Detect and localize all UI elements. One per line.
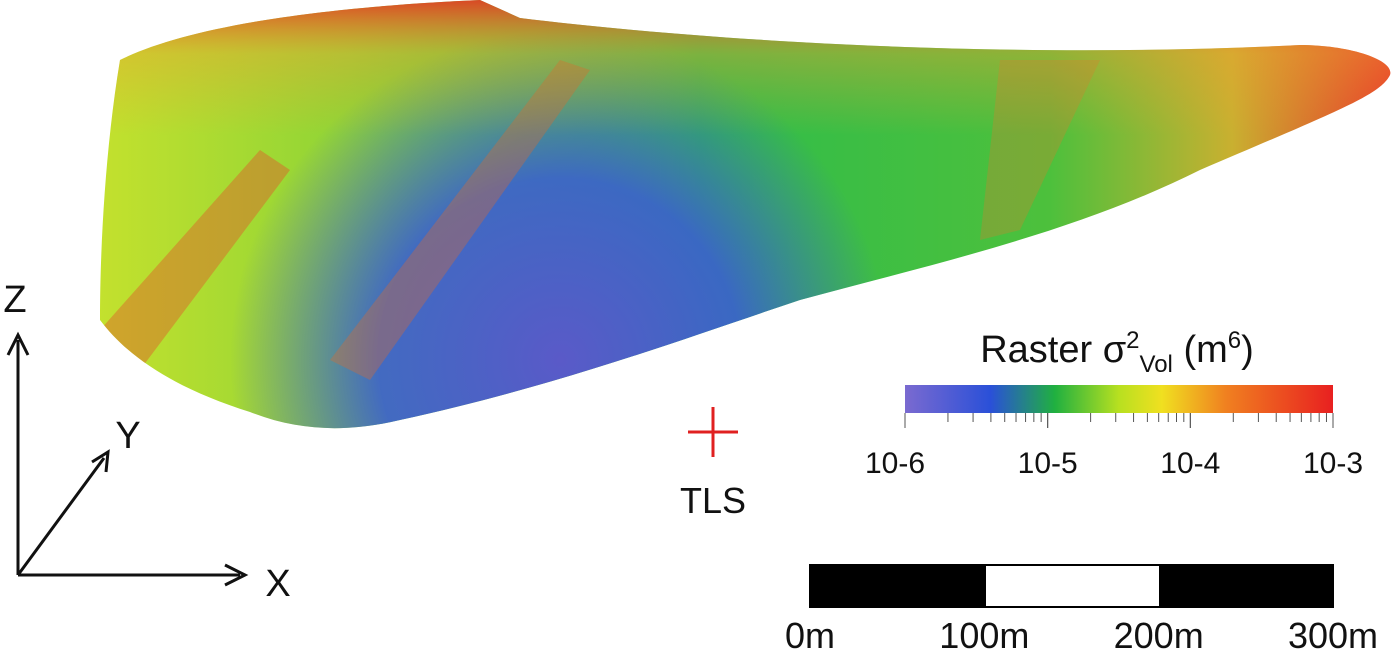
- x-label: X: [265, 563, 290, 605]
- landslide-raster: [100, 0, 1391, 429]
- axes-triad: [6, 331, 249, 587]
- scale-bar-label: 300m: [1288, 615, 1378, 650]
- y-label: Y: [115, 415, 140, 457]
- colorbar-ticks: [904, 413, 1334, 428]
- scanner-label: TLS: [680, 480, 746, 521]
- colorbar-tick-label: 10-5: [1018, 447, 1078, 480]
- z-label: Z: [3, 279, 26, 321]
- scale-bar-labels: 0m 100m 200m 300m: [785, 615, 1378, 650]
- scale-bar-label: 0m: [785, 615, 835, 650]
- colorbar-tick-label: 10-6: [865, 447, 925, 480]
- scale-bar: [809, 564, 1334, 608]
- scanner-marker: [688, 407, 738, 457]
- colorbar: [905, 385, 1333, 413]
- scale-bar-label: 100m: [939, 615, 1029, 650]
- colorbar-tick-labels: 10-6 10-5 10-4 10-3: [865, 447, 1363, 480]
- colorbar-title: Raster σ2Vol (m6): [980, 327, 1254, 378]
- colorbar-tick-label: 10-3: [1303, 447, 1363, 480]
- scale-bar-label: 200m: [1114, 615, 1204, 650]
- colorbar-tick-label: 10-4: [1160, 447, 1220, 480]
